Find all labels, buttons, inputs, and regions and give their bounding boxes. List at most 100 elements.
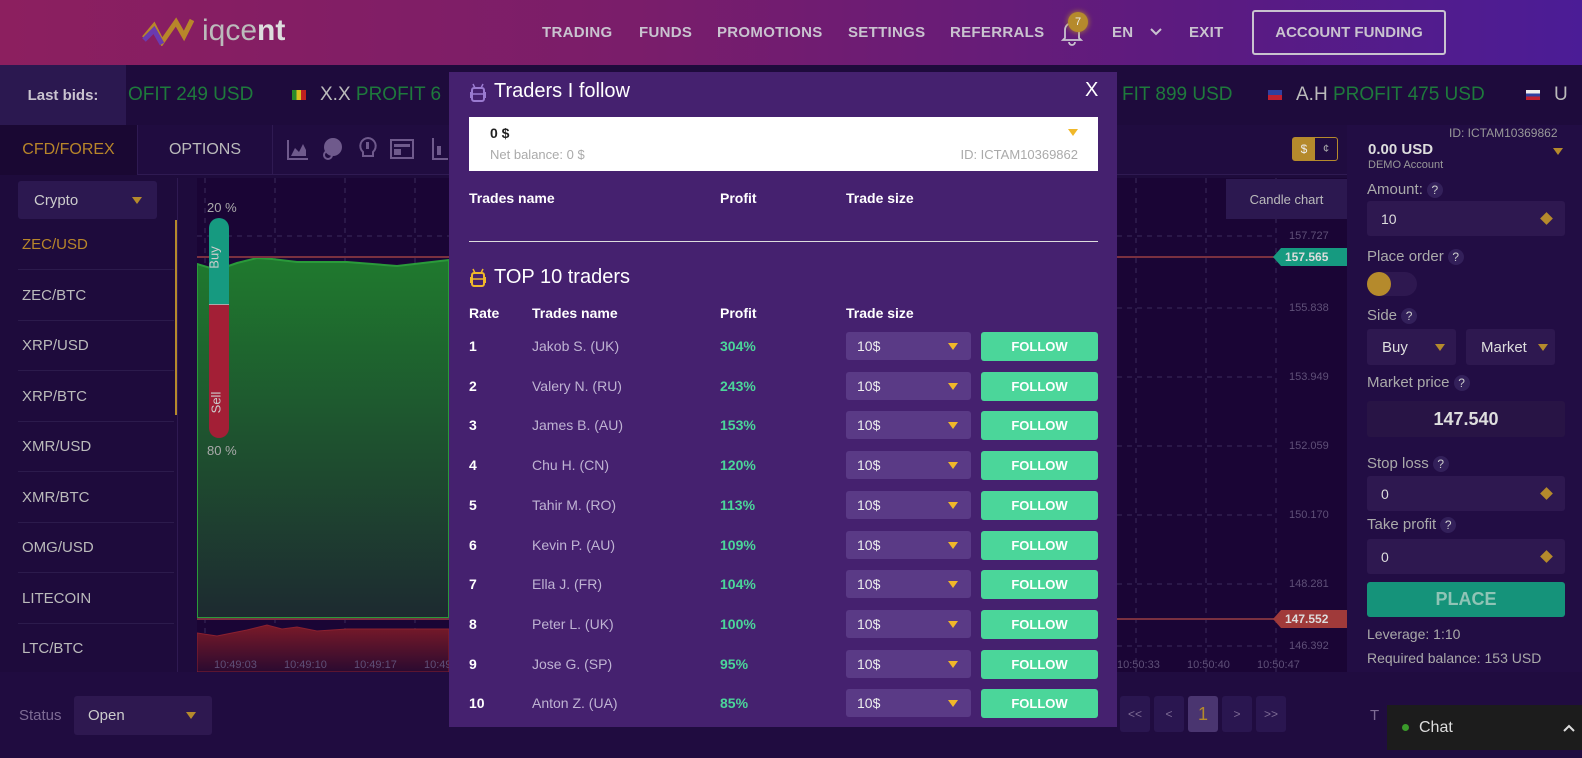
place-button[interactable]: PLACE bbox=[1367, 582, 1565, 617]
language-select[interactable]: EN bbox=[1112, 24, 1134, 41]
place-order-toggle[interactable] bbox=[1367, 272, 1417, 296]
trade-size-dropdown[interactable]: 10$ bbox=[846, 689, 971, 718]
help-icon[interactable]: ? bbox=[1401, 308, 1418, 324]
take-profit-input[interactable]: 0 bbox=[1367, 539, 1565, 574]
net-balance: Net balance: 0 $ bbox=[490, 147, 585, 162]
modal-account-id: ID: ICTAM10369862 bbox=[960, 147, 1078, 162]
sidebar-item-pair[interactable]: XRP/USD bbox=[18, 321, 174, 371]
nav-promotions[interactable]: PROMOTIONS bbox=[717, 24, 823, 41]
currency-toggle[interactable]: $ ¢ bbox=[1292, 137, 1338, 161]
stop-loss-input[interactable]: 0 bbox=[1367, 476, 1565, 511]
trader-row: 8 Peter L. (UK) 100% 10$ FOLLOW bbox=[449, 609, 1117, 650]
news-icon bbox=[390, 139, 414, 159]
trader-rate: 1 bbox=[469, 338, 477, 354]
amount-input[interactable]: 10 bbox=[1367, 201, 1565, 236]
order-type-dropdown[interactable]: Market bbox=[1466, 329, 1555, 365]
follow-button[interactable]: FOLLOW bbox=[981, 649, 1098, 679]
trade-size-dropdown[interactable]: 10$ bbox=[846, 332, 971, 360]
close-button[interactable]: X bbox=[1085, 79, 1099, 101]
chevron-down-icon[interactable] bbox=[1150, 28, 1162, 36]
tab-options[interactable]: OPTIONS bbox=[138, 125, 273, 175]
pagination-button[interactable]: << bbox=[1120, 696, 1150, 732]
trader-profit: 113% bbox=[720, 496, 756, 513]
status-dropdown[interactable]: Open bbox=[74, 696, 212, 735]
help-icon[interactable]: ? bbox=[1453, 375, 1470, 391]
sidebar-item-pair[interactable]: XMR/BTC bbox=[18, 473, 174, 523]
stepper-icon[interactable] bbox=[1540, 487, 1553, 500]
trader-row: 9 Jose G. (SP) 95% 10$ FOLLOW bbox=[449, 649, 1117, 690]
follow-button[interactable]: FOLLOW bbox=[981, 570, 1098, 600]
candle-chart-button[interactable]: Candle chart bbox=[1226, 179, 1347, 219]
currency-usd[interactable]: $ bbox=[1293, 138, 1315, 160]
pagination-button[interactable]: >> bbox=[1256, 696, 1286, 732]
stop-loss-label: Stop loss? bbox=[1367, 455, 1449, 472]
follow-button[interactable]: FOLLOW bbox=[981, 371, 1098, 401]
side-dropdown[interactable]: Buy bbox=[1367, 329, 1456, 365]
follow-button[interactable]: FOLLOW bbox=[981, 530, 1098, 560]
follow-button[interactable]: FOLLOW bbox=[981, 490, 1098, 520]
nav-settings[interactable]: SETTINGS bbox=[848, 24, 926, 41]
chat-widget[interactable]: Chat bbox=[1387, 705, 1582, 750]
x-tick-label: 10:49 bbox=[424, 659, 452, 671]
pagination-button[interactable]: > bbox=[1222, 696, 1252, 732]
currency-cent[interactable]: ¢ bbox=[1322, 143, 1330, 155]
take-profit-label: Take profit? bbox=[1367, 516, 1457, 533]
caret-down-icon bbox=[948, 581, 958, 589]
trade-size-dropdown[interactable]: 10$ bbox=[846, 411, 971, 440]
place-order-label: Place order? bbox=[1367, 248, 1464, 265]
follow-button[interactable]: FOLLOW bbox=[981, 609, 1098, 639]
trade-size-dropdown[interactable]: 10$ bbox=[846, 451, 971, 480]
trader-rate: 2 bbox=[469, 377, 477, 394]
chevron-up-icon[interactable] bbox=[1562, 723, 1576, 733]
sidebar-item-pair[interactable]: LITECOIN bbox=[18, 574, 174, 624]
caret-down-icon bbox=[948, 382, 958, 390]
help-icon[interactable]: ? bbox=[1432, 456, 1449, 472]
trade-size-dropdown[interactable]: 10$ bbox=[846, 649, 971, 678]
exit-link[interactable]: EXIT bbox=[1189, 24, 1224, 41]
follow-button[interactable]: FOLLOW bbox=[981, 451, 1098, 481]
trader-profit: 153% bbox=[720, 417, 756, 434]
logo[interactable]: iqcent bbox=[142, 14, 285, 48]
account-type[interactable]: DEMO Account bbox=[1368, 159, 1444, 171]
trade-size-dropdown[interactable]: 10$ bbox=[846, 371, 971, 400]
trader-profit: 120% bbox=[720, 457, 756, 474]
sidebar-item-pair[interactable]: OMG/USD bbox=[18, 523, 174, 573]
sidebar-scrollbar[interactable] bbox=[175, 220, 177, 415]
market-price-value: 147.540 bbox=[1367, 401, 1565, 437]
sidebar-item-pair[interactable]: LTC/BTC bbox=[18, 624, 174, 674]
tab-cfd-forex[interactable]: CFD/FOREX bbox=[0, 125, 138, 175]
follow-button[interactable]: FOLLOW bbox=[981, 411, 1098, 441]
nav-referrals[interactable]: REFERRALS bbox=[950, 24, 1045, 41]
trade-size-dropdown[interactable]: 10$ bbox=[846, 609, 971, 638]
stepper-icon[interactable] bbox=[1540, 550, 1553, 563]
trader-profit: 304% bbox=[720, 338, 756, 354]
account-funding-button[interactable]: ACCOUNT FUNDING bbox=[1252, 10, 1446, 55]
candlestick-icon bbox=[432, 138, 448, 160]
sidebar-item-pair[interactable]: XMR/USD bbox=[18, 422, 174, 472]
flag-icon bbox=[292, 89, 306, 100]
trade-size-dropdown[interactable]: 10$ bbox=[846, 570, 971, 599]
follow-button[interactable]: FOLLOW bbox=[981, 332, 1098, 361]
account-balance: 0.00 USD bbox=[1368, 141, 1434, 158]
last-bids-label: Last bids: bbox=[0, 65, 126, 125]
x-tick-label: 10:49:03 bbox=[214, 659, 257, 671]
trader-name: James B. (AU) bbox=[532, 417, 624, 434]
account-caret-icon[interactable] bbox=[1553, 148, 1563, 155]
trade-size-dropdown[interactable]: 10$ bbox=[846, 490, 971, 519]
nav-funds[interactable]: FUNDS bbox=[639, 24, 693, 41]
sidebar-item-pair[interactable]: ZEC/USD bbox=[18, 220, 174, 270]
help-icon[interactable]: ? bbox=[1440, 517, 1457, 533]
stepper-icon[interactable] bbox=[1540, 212, 1553, 225]
pagination-button[interactable]: 1 bbox=[1188, 696, 1218, 732]
help-icon[interactable]: ? bbox=[1447, 249, 1464, 265]
sidebar-item-pair[interactable]: XRP/BTC bbox=[18, 372, 174, 422]
follow-button[interactable]: FOLLOW bbox=[981, 689, 1098, 719]
pagination-button[interactable]: < bbox=[1154, 696, 1184, 732]
sidebar-item-pair[interactable]: ZEC/BTC bbox=[18, 271, 174, 321]
x-tick-label: 10:49:17 bbox=[354, 659, 397, 671]
balance-select[interactable]: 0 $ Net balance: 0 $ ID: ICTAM10369862 bbox=[469, 117, 1098, 171]
category-dropdown[interactable]: Crypto bbox=[18, 181, 157, 219]
help-icon[interactable]: ? bbox=[1426, 182, 1443, 198]
nav-trading[interactable]: TRADING bbox=[542, 24, 613, 41]
trade-size-dropdown[interactable]: 10$ bbox=[846, 530, 971, 559]
